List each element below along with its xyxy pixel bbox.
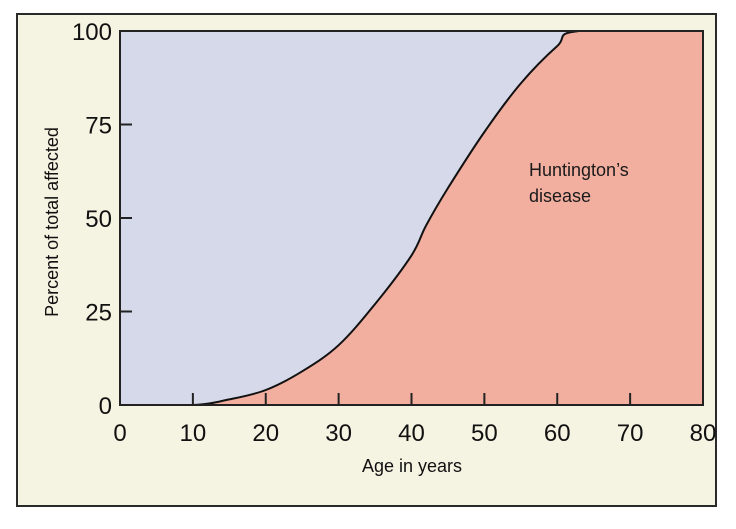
x-tick-label: 10 [180, 420, 207, 447]
x-tick-label: 60 [544, 420, 571, 447]
y-tick-label: 50 [85, 206, 112, 233]
x-tick-label: 70 [617, 420, 644, 447]
y-axis-title: Percent of total affected [42, 127, 62, 317]
y-tick-label: 25 [85, 300, 112, 327]
x-tick-label: 20 [252, 420, 279, 447]
x-axis-ticks: 0 10 20 30 40 50 60 70 80 [113, 393, 716, 447]
x-tick-label: 40 [398, 420, 425, 447]
x-tick-label: 50 [471, 420, 498, 447]
y-tick-label: 0 [99, 393, 112, 420]
y-tick-label: 75 [85, 113, 112, 140]
x-tick-label: 0 [113, 420, 126, 447]
annotation-line2: disease [529, 186, 591, 206]
x-tick-label: 80 [690, 420, 717, 447]
y-tick-label: 100 [72, 19, 112, 46]
x-axis-title: Age in years [362, 456, 462, 476]
affected-area [120, 31, 703, 405]
annotation-line1: Huntington’s [529, 160, 629, 180]
x-tick-label: 30 [325, 420, 352, 447]
cumulative-curve [120, 29, 703, 407]
y-axis-ticks: 0 25 50 75 100 [72, 19, 132, 420]
